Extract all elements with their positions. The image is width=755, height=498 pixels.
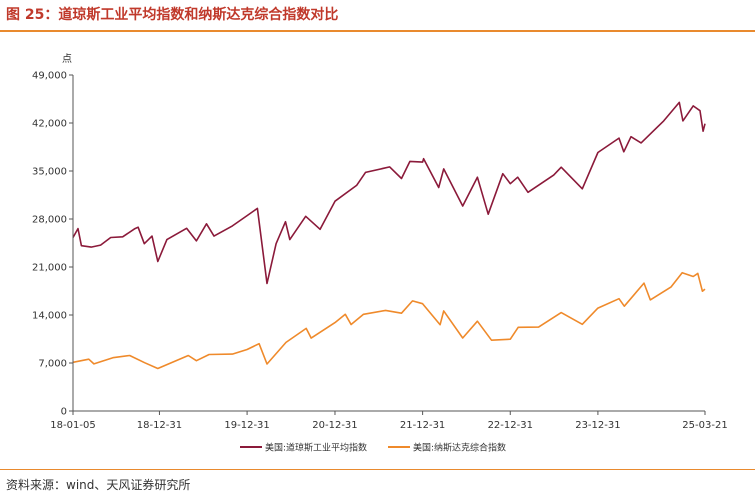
legend-label: 美国:纳斯达克综合指数 <box>413 442 506 454</box>
legend-label: 美国:道琼斯工业平均指数 <box>265 442 367 454</box>
line-chart: 0 7,000 14,000 21,000 28,000 35,000 42,000 49,0… <box>32 53 728 454</box>
title-rule <box>0 30 755 32</box>
x-tick-label: 21-12-31 <box>400 420 445 431</box>
series-line-dow <box>72 101 706 285</box>
x-tick-label: 19-12-31 <box>224 420 269 431</box>
y-tick-label: 42,000 <box>32 119 67 130</box>
x-axis-ticks: 18-01-05 18-12-31 19-12-31 20-12-31 21-12-31… <box>50 411 728 431</box>
y-tick-label: 35,000 <box>32 167 67 178</box>
series-line-nasdaq <box>72 271 706 370</box>
figure-title: 图 25：道琼斯工业平均指数和纳斯达克综合指数对比 <box>6 7 339 23</box>
axes <box>72 75 705 412</box>
x-tick-label: 20-12-31 <box>312 420 357 431</box>
x-tick-label: 23-12-31 <box>575 420 620 431</box>
source-note: 资料来源：wind、天风证券研究所 <box>6 478 191 492</box>
x-tick-label: 18-01-05 <box>50 420 95 431</box>
x-tick-label: 25-03-21 <box>682 420 727 431</box>
x-tick-label: 22-12-31 <box>488 420 533 431</box>
legend: 美国:道琼斯工业平均指数 美国:纳斯达克综合指数 <box>240 442 506 454</box>
y-tick-label: 28,000 <box>32 215 67 226</box>
y-tick-label: 0 <box>61 407 67 418</box>
y-axis-unit-label: 点 <box>62 53 72 65</box>
source-rule <box>0 469 755 470</box>
y-tick-label: 21,000 <box>32 263 67 274</box>
series-lines <box>72 101 706 370</box>
x-tick-label: 18-12-31 <box>137 420 182 431</box>
y-axis-ticks: 0 7,000 14,000 21,000 28,000 35,000 42,000 49,0… <box>32 71 73 418</box>
y-tick-label: 49,000 <box>32 71 67 82</box>
y-tick-label: 7,000 <box>38 359 67 370</box>
y-tick-label: 14,000 <box>32 311 67 322</box>
